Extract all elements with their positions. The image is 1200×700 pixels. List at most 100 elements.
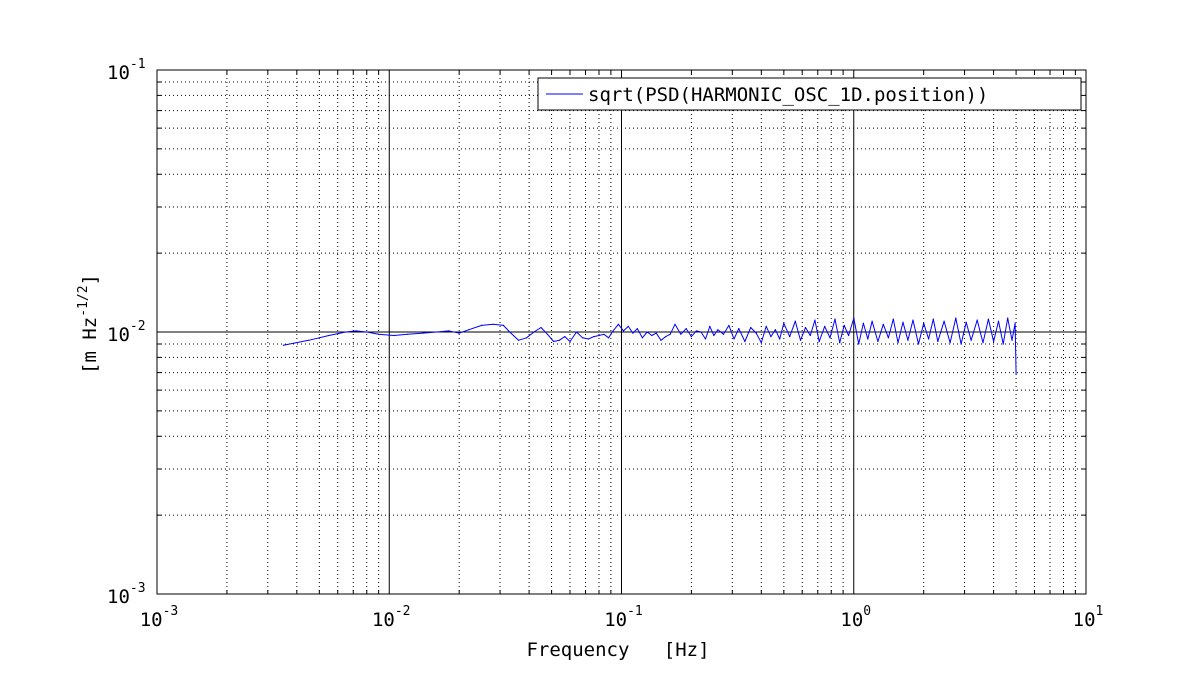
y-tick-label: 10-3: [107, 581, 146, 608]
series-point: [774, 329, 777, 331]
series-point: [569, 340, 571, 343]
y-tick-labels: 10-3 10-2 10-1: [107, 57, 146, 608]
series-point: [636, 328, 638, 330]
series-point: [575, 331, 578, 333]
series-point: [564, 336, 566, 338]
x-tick-label: 10-2: [372, 604, 411, 631]
series-point: [553, 340, 555, 343]
series-point: [669, 333, 671, 335]
series-point: [738, 328, 740, 330]
series-point: [858, 343, 860, 345]
series-point: [976, 319, 978, 321]
series-point: [641, 337, 644, 339]
series-point: [987, 318, 990, 320]
y-tick-label: 10-1: [107, 57, 146, 84]
series-point: [829, 337, 831, 339]
series-point: [680, 333, 682, 335]
series-point: [818, 340, 820, 343]
series-point: [722, 333, 725, 335]
series-point: [617, 323, 620, 325]
series-point: [665, 336, 667, 338]
series-point: [582, 337, 584, 339]
series-point: [733, 338, 735, 340]
series-point: [760, 342, 762, 344]
plot-frame: [156, 69, 1087, 595]
series-point: [603, 333, 605, 335]
series-point: [517, 339, 520, 341]
series-point: [690, 336, 693, 338]
series-point: [887, 337, 890, 339]
series-point: [598, 334, 600, 337]
series-point: [345, 331, 347, 333]
series-point: [308, 339, 310, 341]
series-point: [709, 325, 711, 327]
series-point: [704, 338, 707, 340]
series-point: [783, 322, 785, 324]
series-point: [871, 320, 873, 322]
series-point: [717, 329, 719, 331]
axis-ticks: [157, 70, 1086, 594]
series-point: [366, 331, 368, 333]
legend-box: [537, 77, 1082, 111]
series-point: [612, 330, 614, 332]
series-point: [695, 330, 697, 332]
series-point: [632, 332, 634, 334]
series-point: [928, 338, 930, 340]
series-point: [993, 340, 995, 343]
major-grid: [157, 70, 1086, 594]
series-point: [848, 334, 850, 337]
series-point: [728, 324, 730, 326]
series-point: [660, 339, 662, 341]
series-point: [779, 338, 781, 340]
series-point: [700, 331, 702, 333]
series-point: [997, 320, 1000, 322]
series-point: [447, 330, 450, 332]
series-layer: [282, 317, 1017, 375]
series-point: [468, 329, 470, 331]
series-point: [765, 325, 767, 327]
series-point: [960, 343, 962, 345]
series-point: [651, 334, 653, 337]
series-point: [540, 326, 542, 329]
series-point: [608, 337, 610, 339]
y-axis-label-base: [m Hz: [79, 317, 101, 374]
series-point: [622, 330, 625, 332]
x-tick-label: 10-3: [140, 604, 179, 631]
series-point: [937, 340, 939, 343]
x-tick-label: 10-1: [604, 604, 643, 631]
series-point: [867, 338, 869, 340]
x-tick-label: 100: [840, 604, 871, 631]
series-point: [955, 317, 957, 319]
legend: sqrt(PSD(HARMONIC_OSC_1D.position)): [537, 77, 1082, 111]
series-point: [546, 333, 549, 335]
series-point: [902, 321, 904, 323]
series-point: [834, 318, 836, 320]
series-point: [839, 342, 841, 344]
series-point: [804, 326, 807, 329]
legend-series-label: sqrt(PSD(HARMONIC_OSC_1D.position)): [588, 84, 988, 106]
x-tick-labels: 10-3 10-2 10-1 100 101: [140, 604, 1104, 631]
series-point: [853, 317, 855, 319]
y-axis-label: [m Hz-1/2]: [76, 274, 101, 374]
series-point: [713, 334, 715, 337]
series-point: [282, 344, 284, 346]
series-point: [744, 340, 746, 343]
series-point: [533, 331, 535, 333]
series-point: [509, 331, 511, 333]
series-point: [799, 339, 802, 341]
series-point: [970, 339, 972, 341]
series-point: [897, 342, 899, 344]
series-point: [407, 333, 409, 335]
y-axis-label-suffix: ]: [79, 274, 101, 285]
x-axis-label: Frequency [Hz]: [526, 639, 709, 661]
series-point: [907, 339, 909, 341]
series-point: [770, 336, 772, 338]
series-point: [809, 334, 811, 337]
series-point: [923, 322, 925, 324]
series-point: [1002, 343, 1004, 345]
series-point: [932, 318, 934, 320]
series-point: [755, 332, 757, 334]
series-point: [794, 320, 796, 322]
series-point: [685, 328, 687, 330]
series-point: [750, 326, 752, 329]
